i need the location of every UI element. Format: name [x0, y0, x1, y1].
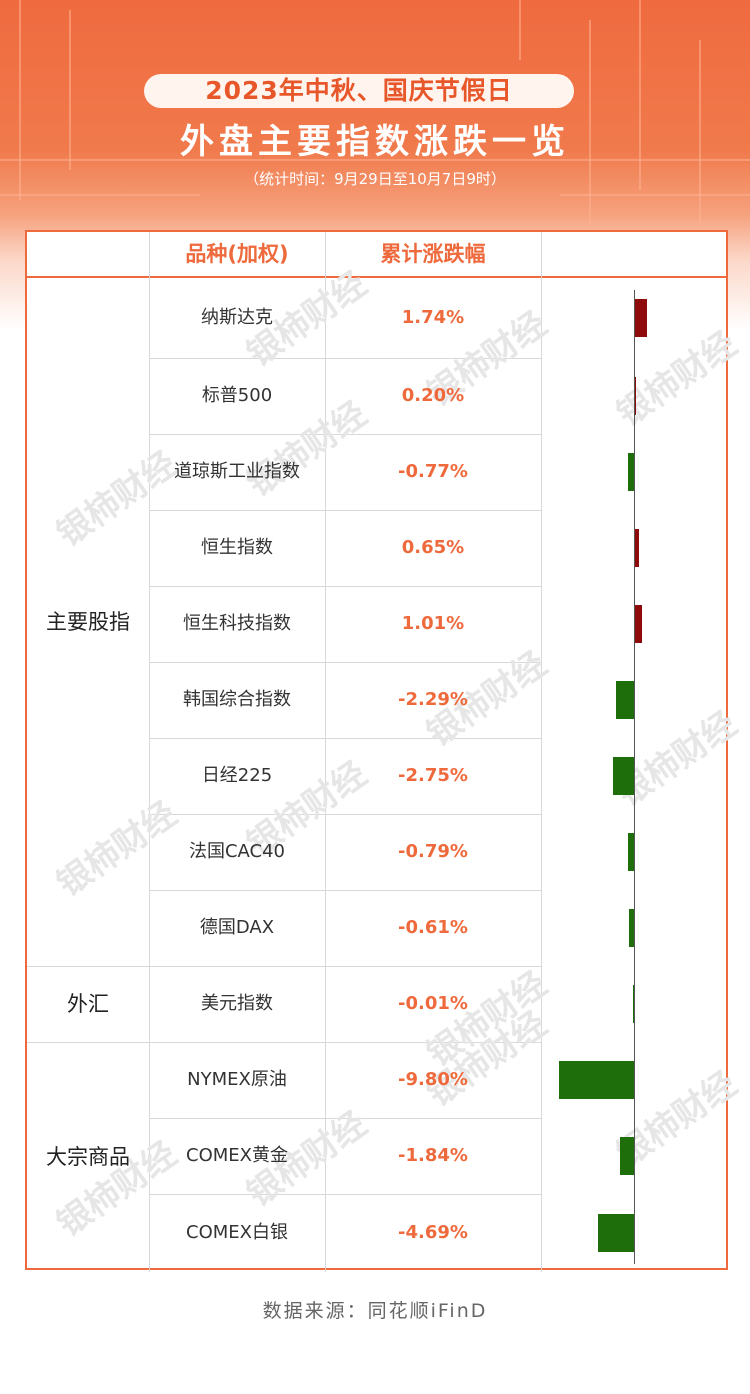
row-divider [149, 1194, 541, 1195]
row-name: 日经225 [201, 765, 273, 786]
row-name: COMEX白银 [186, 1222, 288, 1243]
grid-vline [325, 232, 326, 1272]
stat-period: （统计时间：9月29日至10月7日9时） [244, 170, 506, 188]
header-divider [27, 276, 726, 278]
row-name: NYMEX原油 [187, 1069, 287, 1090]
row-divider [27, 1042, 541, 1043]
bar-道琼斯工业指数 [628, 453, 634, 491]
grid-vline [541, 232, 542, 1272]
row-name: 纳斯达克 [201, 307, 273, 328]
row-divider [149, 510, 541, 511]
row-change: -9.80% [398, 1069, 468, 1090]
bar-恒生指数 [634, 529, 639, 567]
row-change: -1.84% [398, 1145, 468, 1166]
group-label: 主要股指 [46, 610, 130, 634]
row-change: 0.20% [401, 385, 465, 406]
row-change: 1.01% [401, 613, 465, 634]
row-change: -0.79% [398, 841, 468, 862]
group-label: 外汇 [67, 992, 109, 1016]
row-divider [149, 358, 541, 359]
row-divider [149, 1118, 541, 1119]
row-change: -2.75% [398, 765, 468, 786]
group-label: 大宗商品 [46, 1145, 130, 1169]
bar-COMEX黄金 [619, 1137, 634, 1175]
row-divider [149, 738, 541, 739]
bar-COMEX白银 [598, 1214, 634, 1252]
row-divider [27, 966, 541, 967]
row-divider [149, 586, 541, 587]
watermark-text: 银柿财经 [609, 323, 745, 435]
bar-德国DAX [629, 909, 634, 947]
row-name: 恒生指数 [201, 537, 273, 558]
zero-axis [634, 290, 635, 1264]
bar-法国CAC40 [627, 833, 634, 871]
row-divider [149, 814, 541, 815]
decorative-lines [0, 0, 750, 240]
row-change: -0.01% [398, 993, 468, 1014]
row-change: 0.65% [401, 537, 465, 558]
row-change: -0.61% [398, 917, 468, 938]
bar-美元指数 [632, 985, 634, 1023]
grid-vline [149, 232, 150, 1272]
row-name: 标普500 [201, 385, 273, 406]
data-source: 数据来源：同花顺iFinD [262, 1300, 488, 1322]
bar-NYMEX原油 [559, 1061, 634, 1099]
title-pill: 2023年中秋、国庆节假日 [144, 74, 574, 108]
bar-纳斯达克 [634, 299, 648, 337]
bar-日经225 [612, 757, 634, 795]
bar-恒生科技指数 [634, 605, 642, 643]
row-change: 1.74% [401, 307, 465, 328]
data-table: 品种(加权) 累计涨跌幅 银柿财经 银柿财经 银柿财经 银柿财经 银柿财经 银柿财经 银柿财… [25, 230, 744, 1272]
row-name: 韩国综合指数 [183, 689, 291, 710]
row-name: COMEX黄金 [186, 1145, 288, 1166]
row-name: 美元指数 [201, 993, 273, 1014]
row-change: -0.77% [398, 461, 468, 482]
row-divider [149, 662, 541, 663]
row-change: -2.29% [398, 689, 468, 710]
header-name: 品种(加权) [185, 242, 289, 266]
bar-韩国综合指数 [616, 681, 634, 719]
row-name: 德国DAX [199, 917, 275, 938]
row-change: -4.69% [398, 1222, 468, 1243]
row-name: 恒生科技指数 [183, 613, 291, 634]
row-divider [149, 890, 541, 891]
row-divider [149, 434, 541, 435]
row-name: 道琼斯工业指数 [174, 461, 300, 482]
row-name: 法国CAC40 [188, 841, 286, 862]
header-change: 累计涨跌幅 [380, 242, 486, 266]
page-title: 外盘主要指数涨跌一览 [180, 122, 570, 162]
